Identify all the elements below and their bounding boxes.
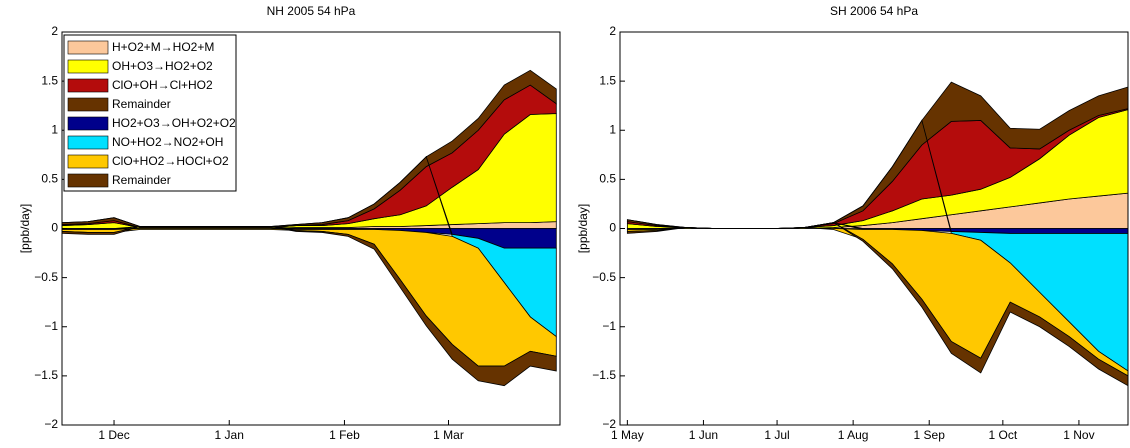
y-tick-label: 1.5 bbox=[599, 73, 616, 87]
y-tick-label: −1.5 bbox=[34, 368, 58, 382]
legend-label: Remainder bbox=[112, 97, 171, 111]
y-tick-label: 0 bbox=[51, 221, 58, 235]
legend-label: HO2+O3→OH+O2+O2 bbox=[112, 116, 236, 130]
x-tick-label: 1 May bbox=[611, 428, 644, 442]
legend-swatch bbox=[67, 116, 109, 131]
y-tick-label: 0.5 bbox=[599, 172, 616, 186]
y-axis-label: [ppb/day] bbox=[18, 204, 32, 253]
legend-label: ClO+HO2→HOCl+O2 bbox=[112, 154, 229, 168]
panel: −2 −1.5 −1 −0.5 0 0.5 1 1.5 2 1 May 1 Jun 1 Jul 1 Au… bbox=[576, 4, 1129, 442]
x-tick-label: 1 Dec bbox=[98, 428, 129, 442]
legend-swatch bbox=[67, 78, 109, 93]
x-tick-label: 1 Aug bbox=[838, 428, 869, 442]
y-tick-label: 2 bbox=[609, 24, 616, 38]
area-band bbox=[61, 226, 557, 387]
legend-swatch bbox=[67, 154, 109, 169]
chart-title: NH 2005 54 hPa bbox=[267, 4, 356, 18]
y-tick-label: −0.5 bbox=[592, 270, 616, 284]
y-tick-label: 0.5 bbox=[41, 172, 58, 186]
y-tick-label: 2 bbox=[51, 24, 58, 38]
y-tick-label: 1 bbox=[51, 122, 58, 136]
y-tick-label: −1.5 bbox=[592, 368, 616, 382]
y-tick-label: −1 bbox=[602, 319, 616, 333]
legend-swatch bbox=[67, 59, 109, 74]
y-tick-label: −0.5 bbox=[34, 270, 58, 284]
legend-label: Remainder bbox=[112, 173, 171, 187]
x-tick-label: 1 Feb bbox=[329, 428, 360, 442]
x-tick-label: 1 Nov bbox=[1063, 428, 1094, 442]
x-tick-label: 1 Jun bbox=[689, 428, 718, 442]
y-tick-label: 0 bbox=[609, 221, 616, 235]
legend-swatch bbox=[67, 173, 109, 188]
y-tick-label: 1.5 bbox=[41, 73, 58, 87]
x-tick-label: 1 Mar bbox=[433, 428, 464, 442]
legend-label: NO+HO2→NO2+OH bbox=[112, 135, 223, 149]
y-tick-label: −2 bbox=[602, 417, 616, 431]
panel: −2 −1.5 −1 −0.5 0 0.5 1 1.5 2 1 Dec 1 Jan 1 Feb 1 Ma… bbox=[18, 4, 561, 442]
x-tick-label: 1 Jan bbox=[215, 428, 244, 442]
legend-swatch bbox=[67, 97, 109, 112]
chart-title: SH 2006 54 hPa bbox=[830, 4, 918, 18]
y-axis-label: [ppb/day] bbox=[576, 204, 590, 253]
legend-label: ClO+OH→Cl+HO2 bbox=[112, 78, 213, 92]
x-tick-label: 1 Sep bbox=[914, 428, 946, 442]
x-tick-label: 1 Oct bbox=[988, 428, 1017, 442]
y-tick-label: 1 bbox=[609, 122, 616, 136]
y-tick-label: −2 bbox=[44, 417, 58, 431]
legend-label: OH+O3→HO2+O2 bbox=[112, 59, 213, 73]
area-band bbox=[61, 228, 557, 367]
legend-swatch bbox=[67, 40, 109, 55]
legend: H+O2+M→HO2+M OH+O3→HO2+O2 ClO+OH→Cl+HO2 Rem… bbox=[63, 34, 237, 192]
y-tick-label: −1 bbox=[44, 319, 58, 333]
legend-swatch bbox=[67, 135, 109, 150]
legend-label: H+O2+M→HO2+M bbox=[112, 40, 214, 54]
x-tick-label: 1 Jul bbox=[764, 428, 789, 442]
